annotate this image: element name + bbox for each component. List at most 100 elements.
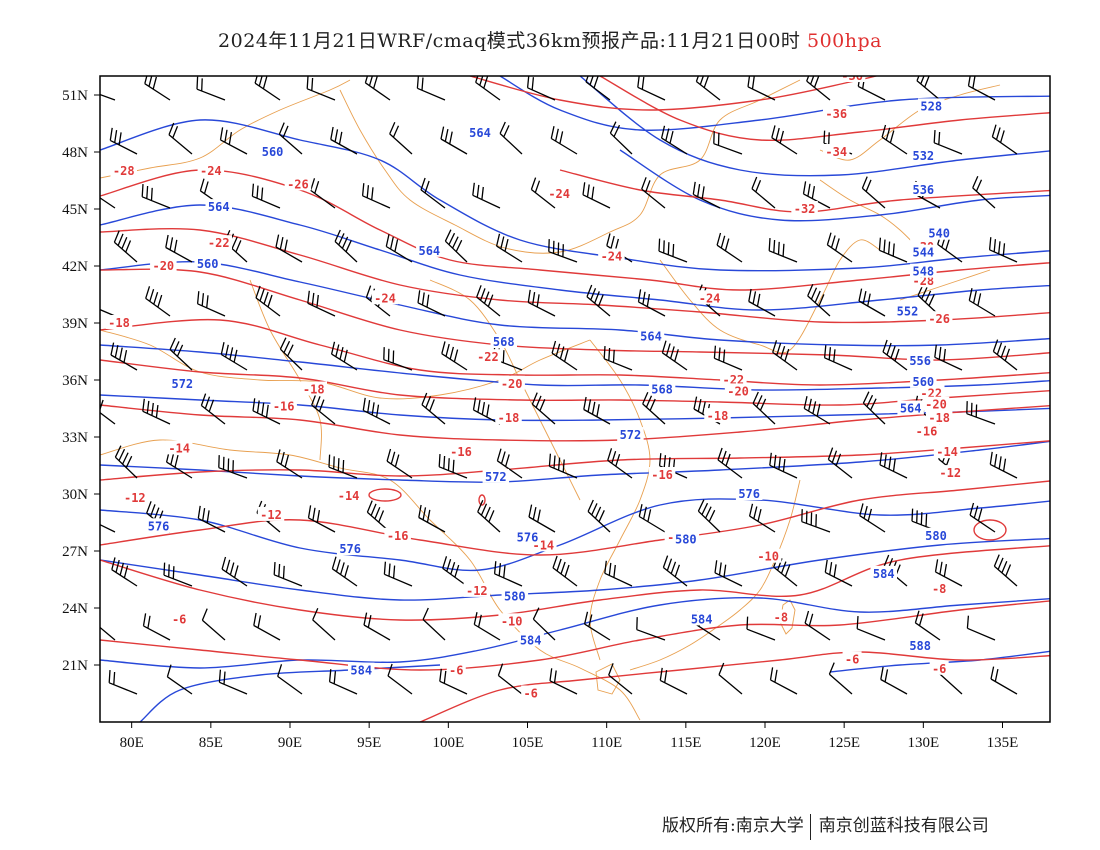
wind-barb (497, 663, 523, 695)
height-isoline (100, 597, 1050, 669)
temperature-label: -8 (932, 582, 946, 596)
boundary-line (100, 329, 591, 400)
wind-barb (993, 554, 1018, 587)
wind-barb (331, 556, 358, 587)
wind-barb (312, 608, 336, 641)
wind-barb (389, 122, 413, 155)
wind-barb (307, 290, 336, 317)
wind-barb (528, 504, 556, 533)
wind-barb (549, 668, 578, 695)
temperature-label: -18 (108, 316, 130, 330)
wind-barb (642, 392, 666, 425)
wind-barb (637, 76, 666, 101)
wind-barb (966, 401, 996, 425)
height-label: 568 (651, 383, 673, 397)
height-label: 540 (928, 227, 950, 241)
wind-barb (200, 393, 226, 425)
temperature-label-bg (150, 258, 177, 272)
wind-barb (586, 284, 611, 317)
height-label: 588 (909, 639, 931, 653)
height-label: 584 (691, 612, 713, 626)
wind-barb (383, 561, 413, 587)
wind-barb (972, 176, 996, 209)
wind-barb (752, 391, 776, 425)
height-label-bg (348, 662, 375, 677)
temperature-label: -14 (168, 441, 190, 455)
temperature-label: -6 (523, 687, 537, 701)
height-label: 564 (418, 244, 440, 258)
height-isoline (100, 498, 1050, 572)
wind-barb (772, 340, 798, 371)
y-axis: 21N 24N 27N 30N 33N 36N 39N 42N 45N 48N 51N (62, 88, 100, 674)
plot-frame (99, 75, 1051, 723)
wind-barb (911, 508, 941, 533)
temperature-label-bg (842, 651, 862, 666)
wind-barb (168, 122, 193, 155)
temperature-label: -6 (449, 664, 463, 678)
wind-barb (768, 238, 798, 263)
height-label-bg (894, 303, 921, 318)
temperature-label-bg (791, 201, 818, 215)
temperature-label-bg (270, 398, 297, 413)
temperature-isotherm (100, 227, 1050, 324)
temperature-labels: -36-36-34-32-30-28-26-24-24-24-24-26-24-… (105, 76, 964, 701)
wind-barb (477, 500, 501, 533)
wind-barb (658, 238, 688, 263)
temperature-label-bg (110, 163, 137, 177)
temperature-label: -14 (338, 489, 360, 503)
boundary-line (100, 79, 351, 179)
wind-barb (527, 289, 556, 317)
temperature-isotherm (419, 651, 1050, 722)
wind-barb (967, 76, 996, 101)
temperature-label: -12 (939, 466, 961, 480)
wind-barb (383, 347, 413, 371)
wind-barb (196, 76, 226, 101)
wind-barb (881, 124, 908, 155)
temperature-label-bg (925, 410, 953, 424)
wind-barb (144, 76, 171, 101)
wind-barb (330, 126, 358, 155)
wind-barb (861, 176, 886, 209)
wind-barb (328, 454, 358, 479)
temperature-label-bg (284, 176, 312, 191)
height-label-bg (617, 427, 644, 442)
height-label: 568 (493, 335, 515, 349)
wind-barb (803, 396, 831, 425)
wind-barb (992, 339, 1018, 371)
x-tick-label: 90E (278, 735, 302, 751)
wind-barb (583, 611, 611, 641)
wind-barb (386, 448, 413, 479)
wind-barb (111, 557, 138, 587)
footer-copyright: 版权所有:南京大学 (662, 816, 804, 836)
boundary-line (659, 239, 881, 354)
wind-barb (583, 396, 611, 425)
height-label-bg (482, 468, 510, 483)
temperature-label-bg (257, 506, 285, 521)
temperature-label: -18 (928, 411, 950, 425)
temperature-label-bg (937, 465, 964, 480)
wind-barb (421, 392, 446, 425)
wind-barb (472, 397, 501, 425)
title-main: 2024年11月21日WRF/cmaq模式36km预报产品:11月21日00时 (218, 30, 801, 52)
height-label-bg (897, 400, 924, 415)
wind-barb (532, 607, 556, 641)
height-label-bg (194, 256, 221, 271)
x-axis: 80E 85E 90E 95E 100E 105E 110E 115E 120E 125E 130E… (120, 722, 1018, 751)
wind-barb (100, 399, 116, 425)
wind-barb (361, 183, 391, 209)
wind-barb (697, 499, 721, 533)
wind-barb (713, 131, 743, 155)
x-tick-label: 110E (591, 735, 622, 751)
wind-barb (440, 126, 468, 155)
temperature-label: -16 (450, 445, 472, 459)
temperature-label-bg (165, 440, 193, 455)
temperature-label-bg (720, 372, 747, 386)
height-label: 584 (520, 633, 542, 647)
wind-barb (880, 666, 908, 695)
temperature-label-bg (371, 290, 399, 305)
wind-barb (530, 177, 556, 209)
temperature-label-bg (495, 410, 522, 424)
wind-barb (142, 613, 171, 641)
wind-barb (496, 448, 523, 479)
